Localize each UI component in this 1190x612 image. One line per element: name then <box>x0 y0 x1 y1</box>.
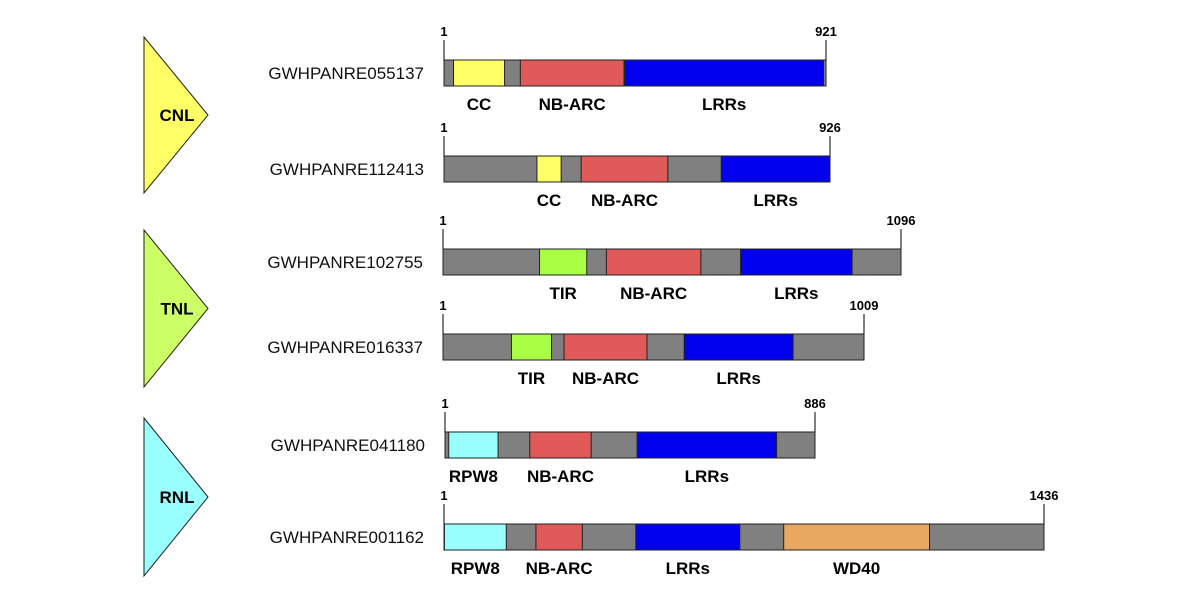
domain-label: LRRs <box>666 559 710 578</box>
start-position-label: 1 <box>440 24 447 39</box>
domain-tir <box>510 333 552 361</box>
domain-cc <box>453 59 506 87</box>
start-position-label: 1 <box>440 120 447 135</box>
domain-nb-arc <box>529 431 592 459</box>
domain-label: TIR <box>518 369 545 388</box>
domain-label: RPW8 <box>451 559 500 578</box>
class-label: RNL <box>160 488 195 507</box>
domain-label: LRRs <box>685 467 729 486</box>
domain-tir <box>539 248 588 276</box>
domain-label: RPW8 <box>449 467 498 486</box>
protein-row: GWHPANRE102755 1 1096 TIR NB-ARC LRRs <box>267 213 915 303</box>
domain-cc <box>536 155 562 183</box>
domain-nb-arc <box>519 59 625 87</box>
gene-id-label: GWHPANRE016337 <box>267 338 423 357</box>
class-triangle <box>143 35 209 195</box>
protein-backbone <box>442 333 865 361</box>
domain-rpw8 <box>448 431 499 459</box>
domain-nb-arc <box>580 155 669 183</box>
length-label: 921 <box>815 24 837 39</box>
protein-row: GWHPANRE112413 1 926 CC NB-ARC LRRs <box>270 120 841 210</box>
start-position-label: 1 <box>441 396 448 411</box>
domain-label: NB-ARC <box>526 559 593 578</box>
gene-id-label: GWHPANRE001162 <box>270 528 424 547</box>
length-label: 1096 <box>887 213 916 228</box>
domain-label: WD40 <box>833 559 880 578</box>
class-label: TNL <box>160 300 193 319</box>
domain-lrrs <box>740 248 853 276</box>
domain-label: TIR <box>549 284 576 303</box>
protein-row: GWHPANRE016337 1 1009 TIR NB-ARC LRRs <box>267 298 878 388</box>
start-position-label: 1 <box>439 213 446 228</box>
domain-label: NB-ARC <box>572 369 639 388</box>
protein-row: GWHPANRE055137 1 921 CC NB-ARC LRRs <box>268 24 836 114</box>
domain-label: CC <box>537 191 562 210</box>
protein-row: GWHPANRE001162 1 1436 RPW8 NB-ARC LRRs WD40 <box>270 488 1059 578</box>
domain-wd40 <box>783 523 931 551</box>
class-marker-cnl: CNL <box>143 35 209 195</box>
length-label: 886 <box>804 396 826 411</box>
gene-id-label: GWHPANRE112413 <box>270 160 424 179</box>
domain-nb-arc <box>605 248 702 276</box>
domain-label: CC <box>467 95 492 114</box>
protein-row: GWHPANRE041180 1 886 RPW8 NB-ARC LRRs <box>271 396 826 486</box>
start-position-label: 1 <box>440 488 447 503</box>
domain-lrrs <box>636 431 778 459</box>
length-label: 1009 <box>850 298 879 313</box>
domain-label: NB-ARC <box>620 284 687 303</box>
domain-lrrs <box>720 155 831 183</box>
gene-id-label: GWHPANRE102755 <box>267 253 423 272</box>
class-marker-tnl: TNL <box>143 228 209 389</box>
protein-backbone <box>443 523 1045 551</box>
domain-nb-arc <box>535 523 583 551</box>
class-triangle <box>143 416 209 578</box>
domain-label: NB-ARC <box>539 95 606 114</box>
gene-id-label: GWHPANRE041180 <box>271 436 425 455</box>
length-label: 1436 <box>1030 488 1059 503</box>
domain-lrrs <box>624 59 825 87</box>
domain-lrrs <box>683 333 794 361</box>
domain-rpw8 <box>443 523 507 551</box>
start-position-label: 1 <box>439 298 446 313</box>
domain-nb-arc <box>563 333 648 361</box>
class-triangle <box>143 228 209 389</box>
domain-label: LRRs <box>753 191 797 210</box>
class-marker-rnl: RNL <box>143 416 209 578</box>
domain-label: LRRs <box>716 369 760 388</box>
domain-label: NB-ARC <box>591 191 658 210</box>
class-label: CNL <box>160 106 195 125</box>
domain-label: LRRs <box>774 284 818 303</box>
length-label: 926 <box>819 120 841 135</box>
domain-lrrs <box>635 523 741 551</box>
domain-label: NB-ARC <box>527 467 594 486</box>
domain-label: LRRs <box>702 95 746 114</box>
gene-id-label: GWHPANRE055137 <box>268 64 424 83</box>
